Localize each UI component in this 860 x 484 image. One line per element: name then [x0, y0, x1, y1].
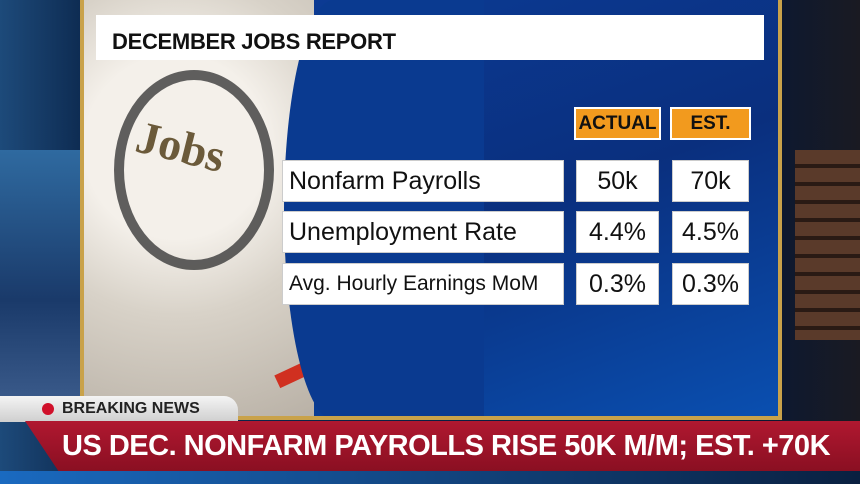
studio-background-wall [795, 150, 860, 340]
jobs-newspaper-photo: Jobs [84, 0, 344, 416]
jobs-report-graphic: Jobs DECEMBER JOBS REPORT ACTUAL EST. No… [80, 0, 782, 420]
estimate-value: 4.5% [672, 211, 749, 253]
studio-background-city [0, 150, 80, 400]
live-dot-icon [42, 403, 54, 415]
estimate-value: 70k [672, 160, 749, 202]
breaking-news-tag: BREAKING NEWS [0, 396, 238, 422]
row-label: Unemployment Rate [282, 211, 564, 253]
headline-ticker: US DEC. NONFARM PAYROLLS RISE 50K M/M; E… [25, 421, 860, 471]
estimate-value: 0.3% [672, 263, 749, 305]
row-label: Nonfarm Payrolls [282, 160, 564, 202]
bottom-strip [0, 471, 860, 484]
panel-curve [284, 0, 484, 416]
row-label: Avg. Hourly Earnings MoM [282, 263, 564, 305]
actual-value: 50k [576, 160, 659, 202]
column-header-estimate: EST. [670, 107, 751, 140]
magnifying-glass [114, 70, 274, 270]
actual-value: 0.3% [576, 263, 659, 305]
report-title: DECEMBER JOBS REPORT [96, 15, 764, 60]
breaking-news-label: BREAKING NEWS [62, 400, 200, 417]
actual-value: 4.4% [576, 211, 659, 253]
column-header-actual: ACTUAL [574, 107, 661, 140]
